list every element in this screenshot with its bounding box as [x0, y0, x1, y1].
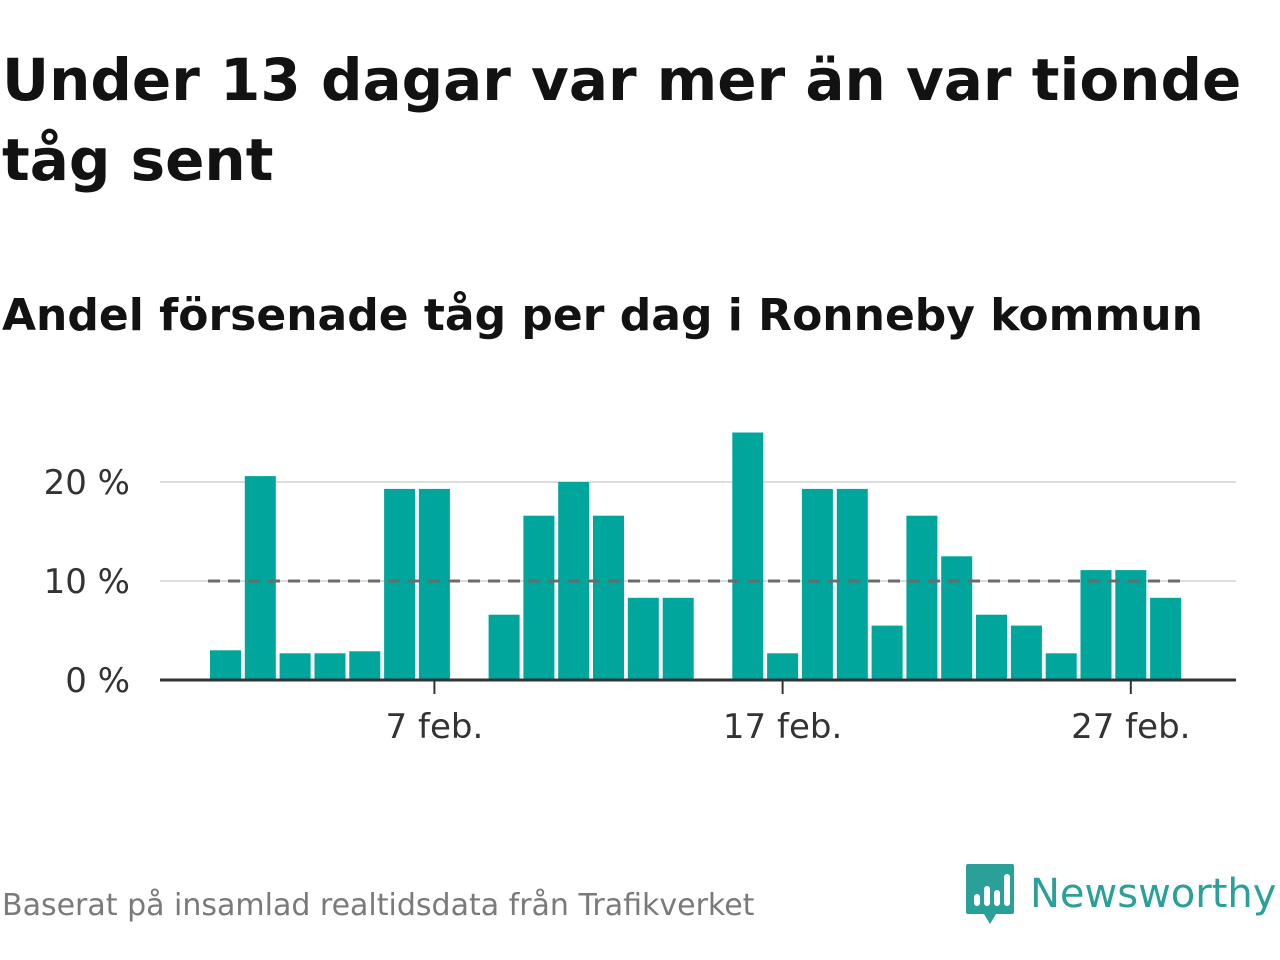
bar	[836, 488, 868, 680]
y-axis-ticks: 0 % 10 % 20 %	[44, 463, 130, 701]
y-tick-label: 10 %	[44, 562, 130, 602]
gridlines	[160, 481, 1236, 582]
bar	[906, 515, 938, 680]
bar	[349, 651, 381, 680]
bar-chart-bubble-icon	[966, 864, 1014, 924]
bar-chart: 0 % 10 % 20 % 7 feb. 17 feb. 27 feb.	[44, 432, 1236, 747]
bar	[767, 653, 799, 680]
bar	[1150, 597, 1182, 680]
x-tick-label: 17 feb.	[723, 707, 842, 747]
bar	[523, 515, 555, 680]
bar	[871, 625, 903, 680]
brand-logo: Newsworthy	[964, 862, 1276, 926]
bar	[488, 614, 520, 680]
bar	[1010, 625, 1042, 680]
x-axis-ticks: 7 feb. 17 feb. 27 feb.	[386, 680, 1190, 747]
bar	[279, 653, 311, 680]
x-tick-label: 7 feb.	[386, 707, 484, 747]
bar	[314, 653, 346, 680]
bar	[976, 614, 1007, 680]
chart-subtitle: Andel försenade tåg per dag i Ronneby ko…	[2, 290, 1203, 341]
bar	[384, 488, 416, 680]
bar	[801, 488, 833, 680]
brand-name: Newsworthy	[1030, 871, 1277, 917]
bar	[1115, 570, 1147, 680]
bar	[244, 476, 276, 680]
bar	[627, 597, 659, 680]
source-note: Baserat på insamlad realtidsdata från Tr…	[2, 888, 755, 923]
bar	[1080, 570, 1112, 680]
y-tick-label: 20 %	[44, 463, 130, 503]
bar	[593, 515, 624, 680]
x-tick-label: 27 feb.	[1071, 707, 1190, 747]
bar	[732, 432, 764, 680]
chart-title: Under 13 dagar var mer än var tionde tåg…	[2, 46, 1242, 194]
bar	[210, 650, 241, 680]
bar	[418, 488, 450, 680]
bar	[941, 556, 973, 681]
bar	[1045, 653, 1077, 680]
y-tick-label: 0 %	[65, 661, 130, 701]
bar	[662, 597, 694, 680]
bars	[210, 432, 1182, 681]
